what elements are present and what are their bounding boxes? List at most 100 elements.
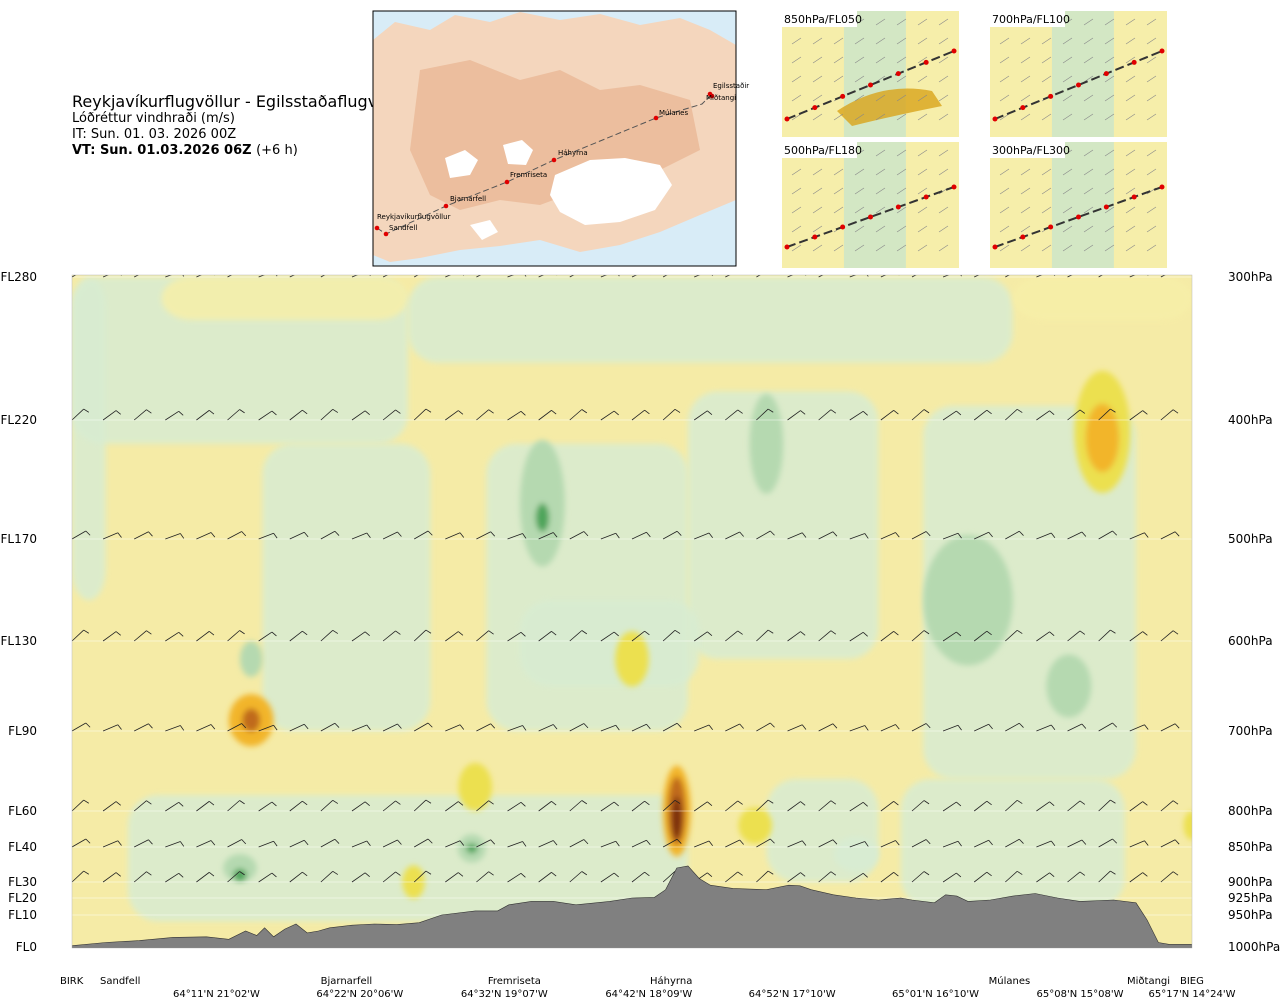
wind-barb bbox=[756, 838, 775, 848]
wind-barb bbox=[911, 839, 931, 848]
wind-barb bbox=[911, 723, 931, 732]
panel-barb bbox=[917, 168, 928, 176]
wind-barb bbox=[507, 533, 527, 540]
field-band bbox=[520, 600, 700, 686]
wind-barb bbox=[1036, 631, 1055, 642]
bottom-axis: BIRK Sandfell Bjarnarfell Fremriseta Háhyrna… bbox=[60, 975, 1236, 1000]
panel-waypoint bbox=[812, 105, 818, 111]
map-waypoint-dot bbox=[443, 203, 449, 209]
wind-barb bbox=[942, 410, 962, 421]
panel-label-bg bbox=[990, 142, 1065, 158]
panel-barb bbox=[999, 56, 1010, 64]
panel-barb bbox=[1125, 37, 1136, 45]
wind-barb bbox=[72, 799, 90, 812]
panel-label: 500hPa/FL180 bbox=[784, 144, 862, 157]
wind-barb bbox=[942, 872, 962, 883]
left-axis-tick-label: FL130 bbox=[1, 634, 38, 648]
wind-barb bbox=[382, 409, 401, 421]
wind-barb bbox=[227, 409, 245, 421]
wind-barb bbox=[227, 275, 233, 278]
wind-barb bbox=[1098, 838, 1118, 848]
field-blob bbox=[520, 439, 565, 567]
panel-barb bbox=[875, 75, 886, 83]
wind-barb bbox=[569, 871, 588, 883]
wind-barb bbox=[974, 839, 993, 848]
wind-barb bbox=[102, 631, 121, 642]
wind-barb bbox=[351, 801, 370, 812]
wind-barb bbox=[476, 409, 494, 421]
wind-barb bbox=[507, 631, 526, 642]
wind-barb bbox=[382, 839, 402, 848]
wind-barb bbox=[1160, 409, 1179, 421]
panel-barb bbox=[1125, 18, 1136, 26]
wind-barb bbox=[289, 409, 308, 421]
wind-barb bbox=[694, 724, 713, 732]
wind-barb bbox=[538, 275, 558, 278]
wind-barb bbox=[320, 722, 340, 732]
panel-barb bbox=[896, 244, 907, 252]
panel-barb bbox=[1062, 225, 1073, 233]
panel-waypoint bbox=[895, 204, 901, 210]
panel-barb bbox=[791, 187, 802, 195]
wind-barb bbox=[756, 629, 774, 642]
wind-barb bbox=[133, 409, 152, 421]
right-axis-tick-label: 850hPa bbox=[1228, 840, 1273, 854]
panel-barb bbox=[854, 244, 865, 252]
wind-barb bbox=[414, 275, 419, 278]
wind-barb bbox=[1005, 408, 1023, 421]
wind-barb bbox=[787, 631, 806, 642]
wind-barb bbox=[320, 530, 340, 540]
wind-barb bbox=[289, 275, 308, 278]
chart-title: Reykjavíkurflugvöllur - Egilsstaðaflugvö… bbox=[72, 92, 413, 111]
wind-barbs bbox=[72, 275, 1192, 883]
wind-barb bbox=[694, 275, 713, 278]
panel-barb bbox=[999, 37, 1010, 45]
panel-label: 700hPa/FL100 bbox=[992, 13, 1070, 26]
wind-barb bbox=[818, 531, 838, 540]
wind-barb bbox=[787, 872, 806, 883]
left-axis-tick-label: FL10 bbox=[8, 908, 37, 922]
panel-barb bbox=[999, 225, 1010, 233]
waypoint-label: Sandfell bbox=[100, 976, 140, 987]
panel-barb bbox=[938, 113, 949, 121]
wind-barb bbox=[942, 724, 962, 732]
panel-barb bbox=[1020, 113, 1031, 121]
panel-waypoint bbox=[868, 82, 873, 88]
panel-barb bbox=[1041, 244, 1052, 252]
panel-barb bbox=[1104, 149, 1115, 157]
panel-barb bbox=[938, 94, 949, 102]
wind-barb bbox=[911, 275, 917, 278]
wind-barb bbox=[196, 872, 215, 883]
wind-barb bbox=[973, 871, 992, 883]
wind-barb bbox=[1067, 630, 1086, 642]
panel-barb bbox=[938, 168, 949, 176]
panel-barb bbox=[1083, 206, 1094, 214]
overview-map: Reykjavíkurflugvöllur Sandfell Bjarnarfell… bbox=[372, 10, 749, 267]
wind-barb bbox=[382, 800, 401, 812]
map-waypoint-dot bbox=[374, 225, 380, 231]
wind-barb bbox=[133, 630, 152, 642]
right-axis-tick-label: 950hPa bbox=[1228, 908, 1273, 922]
right-axis: 300hPa 400hPa 500hPa 600hPa 700hPa 800hPa 850h… bbox=[1228, 270, 1280, 954]
wind-barb bbox=[725, 800, 743, 812]
wind-barb bbox=[849, 410, 868, 421]
panel-barb bbox=[1125, 187, 1136, 195]
panel-barb bbox=[917, 18, 928, 26]
wind-barb bbox=[787, 532, 807, 540]
panel-barb bbox=[875, 225, 886, 233]
wind-barb bbox=[258, 840, 278, 848]
panel-barb bbox=[1062, 168, 1073, 176]
wind-barb bbox=[787, 724, 807, 732]
wind-barb bbox=[1067, 531, 1087, 540]
wind-barb bbox=[880, 631, 899, 642]
left-axis-tick-label: FL20 bbox=[8, 891, 37, 905]
map-waypoint: Múlanes bbox=[653, 109, 688, 121]
map-waypoint-dot bbox=[653, 115, 659, 121]
left-axis-tick-label: FL280 bbox=[1, 270, 38, 284]
wind-barb bbox=[413, 629, 432, 642]
wind-barb bbox=[569, 531, 589, 540]
wind-barb bbox=[1005, 722, 1024, 732]
wind-barb bbox=[880, 724, 900, 732]
panel-barb bbox=[791, 113, 802, 121]
field-blob bbox=[458, 763, 493, 811]
